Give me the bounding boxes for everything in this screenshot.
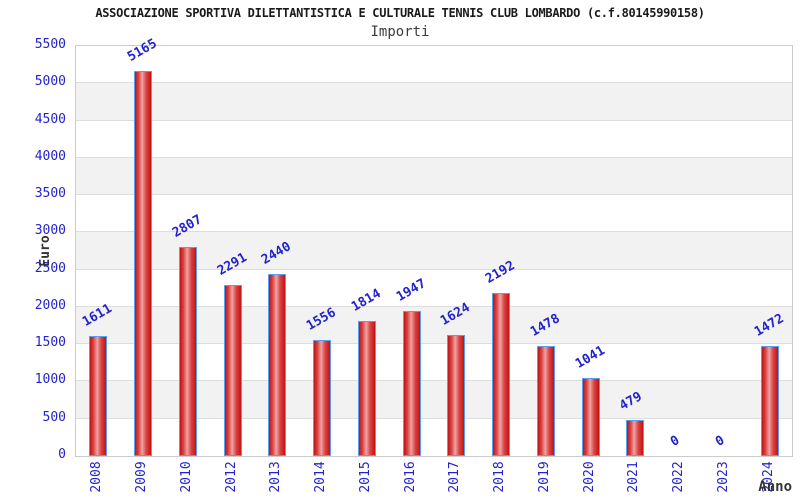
- y-axis-title: Euro: [38, 235, 53, 267]
- y-tick-label: 2500: [34, 260, 66, 276]
- bar: [89, 335, 108, 456]
- y-tick-label: 4000: [34, 148, 66, 164]
- bar: [313, 340, 332, 456]
- y-tick-label: 1500: [34, 335, 66, 351]
- y-tick-label: 0: [58, 447, 66, 462]
- y-tick-label: 2000: [34, 297, 66, 313]
- grid-band: [76, 46, 792, 83]
- chart-subtitle: Importi: [370, 24, 430, 40]
- bar: [760, 346, 779, 456]
- x-tick-label: 2009: [134, 461, 150, 493]
- x-axis-title: Anno: [758, 479, 792, 495]
- y-tick-label: 500: [42, 409, 66, 425]
- bar: [626, 420, 645, 456]
- x-tick-label: 2020: [581, 461, 597, 493]
- x-tick-label: 2017: [447, 461, 463, 493]
- y-tick-label: 5500: [34, 37, 66, 52]
- grid-line: [76, 156, 792, 158]
- x-tick-label: 2013: [268, 461, 284, 493]
- x-tick-label: 2019: [536, 461, 552, 493]
- grid-line: [76, 417, 792, 419]
- plot-area: 1611 5165 2807 2291 2440 1556 1814 1947 1624 2192…: [75, 36, 793, 457]
- x-tick-label: 2023: [715, 461, 731, 493]
- grid-line: [76, 82, 792, 84]
- grid-line: [76, 119, 792, 121]
- y-tick-label: 4500: [34, 111, 66, 127]
- bar: [134, 70, 153, 456]
- x-tick-label: 2008: [89, 461, 105, 493]
- x-tick-label: 2012: [223, 461, 239, 493]
- y-tick-label: 1000: [34, 372, 66, 388]
- y-tick-label: 3000: [34, 223, 66, 239]
- grid-line: [76, 231, 792, 233]
- chart-title: ASSOCIAZIONE SPORTIVA DILETTANTISTICA E …: [95, 6, 705, 20]
- bar: [447, 334, 466, 456]
- x-tick-label: 2022: [671, 461, 687, 493]
- bar: [268, 274, 287, 456]
- x-tick-label: 2018: [492, 461, 508, 493]
- bar: [357, 320, 376, 456]
- grid-line: [76, 194, 792, 196]
- grid-band: [76, 83, 792, 121]
- grid-line: [76, 343, 792, 345]
- bar: [492, 292, 511, 456]
- bar: [536, 345, 555, 456]
- x-tick-label: 2016: [402, 461, 418, 493]
- x-tick-label: 2014: [313, 461, 329, 493]
- grid-line: [76, 380, 792, 382]
- x-tick-label: 2010: [178, 461, 194, 493]
- y-tick-label: 5000: [34, 74, 66, 90]
- bar: [223, 285, 242, 456]
- grid-band: [76, 157, 792, 196]
- grid-band: [76, 121, 792, 158]
- bar: [402, 310, 421, 456]
- bar: [178, 246, 197, 456]
- bar: [581, 378, 600, 456]
- x-tick-label: 2021: [626, 461, 642, 493]
- x-tick-label: 2015: [357, 461, 373, 493]
- grid-line: [76, 268, 792, 270]
- grid-line: [76, 305, 792, 307]
- y-tick-label: 3500: [34, 186, 66, 202]
